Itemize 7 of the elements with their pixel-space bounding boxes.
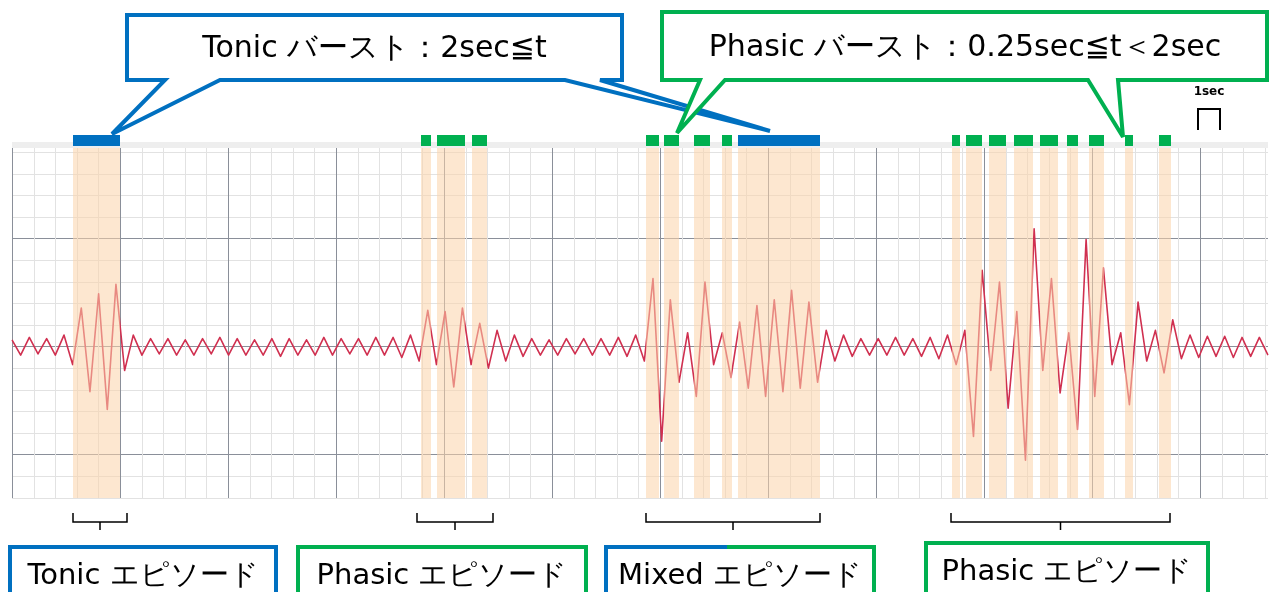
text: 1sec: [1192, 84, 1226, 98]
text: Phasic エピソード: [924, 541, 1210, 592]
text: Tonic バースト：2sec≦t: [201, 28, 548, 66]
text: Phasic バースト：0.25sec≦t＜2sec: [707, 26, 1223, 65]
text: Phasic エピソード: [296, 545, 588, 592]
text: Tonic エピソード: [8, 545, 278, 592]
text: Mixed エピソード: [604, 545, 876, 592]
